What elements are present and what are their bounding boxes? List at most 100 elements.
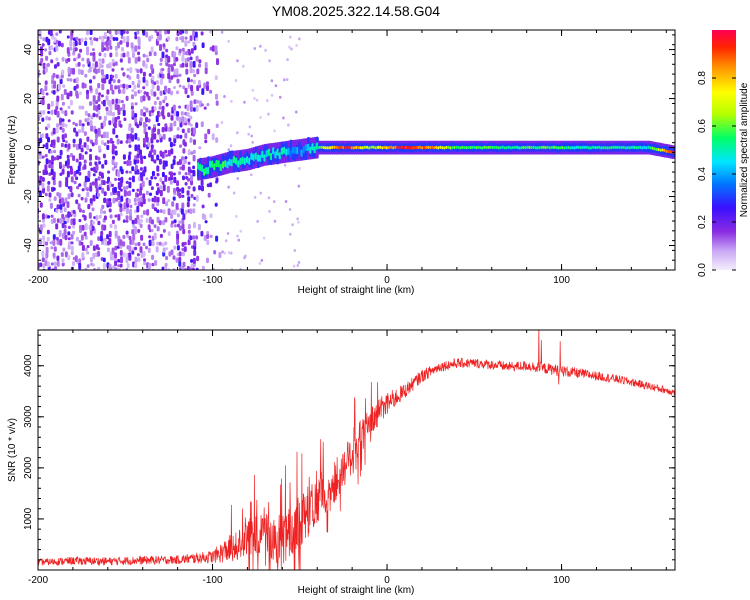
- spectrogram-cell: [128, 177, 132, 181]
- spectrogram-cell: [98, 116, 102, 120]
- spectrogram-cell: [108, 208, 112, 213]
- spectrogram-cell: [137, 176, 141, 182]
- spectrogram-cell: [98, 92, 102, 96]
- spectrogram-cell: [111, 98, 115, 105]
- spectrogram-cell: [172, 62, 176, 67]
- spectrogram-cell: [298, 167, 301, 170]
- spectrogram-cell: [128, 123, 132, 128]
- spectrogram-cell: [190, 174, 193, 182]
- spectrogram-cell: [100, 134, 104, 139]
- spectrogram-cell: [114, 230, 118, 238]
- spectrogram-cell: [142, 86, 146, 90]
- spectrogram-cell: [87, 113, 91, 118]
- spectrogram-cell: [84, 40, 88, 46]
- spectrogram-cell: [45, 170, 48, 175]
- spectrogram-cell: [151, 83, 155, 90]
- spectrogram-cell: [72, 261, 75, 266]
- spectrogram-cell: [130, 127, 134, 134]
- spectrogram-cell: [164, 160, 168, 167]
- spectrogram-cell: [89, 79, 92, 84]
- spectrogram-cell: [259, 115, 262, 119]
- spectrogram-cell: [209, 182, 213, 188]
- spectrogram-cell: [151, 219, 154, 225]
- spectrogram-cell: [169, 180, 173, 185]
- spectrogram-cell: [181, 35, 185, 43]
- spectrogram-cell: [83, 164, 87, 170]
- spectrogram-cell: [192, 79, 196, 85]
- spectrogram-cell: [250, 173, 253, 177]
- spectrogram-cell: [187, 118, 191, 123]
- spectrogram-cell: [119, 212, 123, 217]
- spectrogram-cell: [182, 228, 186, 235]
- snr-ylabel: SNR (10 * v/v): [7, 418, 18, 482]
- spectrogram-cell: [78, 183, 82, 187]
- spectrogram-cell: [41, 213, 45, 220]
- spectrogram-cell: [145, 107, 149, 113]
- spectrogram-cell: [166, 185, 170, 193]
- spectrogram-cell: [215, 235, 219, 242]
- spectrogram-cell: [142, 106, 146, 110]
- spectrogram-cell: [176, 239, 180, 245]
- spectrogram-cell: [90, 167, 94, 171]
- spectrogram-cell: [153, 100, 157, 106]
- spectrogram-cell: [112, 155, 115, 160]
- spectrogram-cell: [193, 249, 197, 256]
- spectrogram-cell: [53, 149, 57, 154]
- spectrogram-cell: [214, 75, 218, 81]
- spectrogram-cell: [144, 131, 148, 139]
- spectrogram-cell: [103, 131, 107, 139]
- spectrogram-cell: [161, 109, 165, 117]
- spectrogram-cell: [61, 134, 65, 140]
- spectrogram-cell: [60, 142, 64, 148]
- spectrogram-cell: [109, 45, 113, 50]
- spectrogram-cell: [94, 161, 98, 166]
- spectrogram-cell: [137, 79, 141, 85]
- spectrogram-cell: [283, 78, 286, 82]
- spectrogram-cell: [74, 123, 78, 127]
- spectrogram-cell: [154, 207, 157, 212]
- spectrogram-cell: [133, 197, 137, 203]
- spectrogram-cell: [220, 30, 224, 34]
- spectrogram-cell: [98, 62, 102, 69]
- spectrogram-cell: [91, 142, 95, 147]
- spectrogram-cell: [134, 202, 137, 206]
- spectrogram-cell: [110, 191, 113, 196]
- spectrogram-cell: [111, 143, 115, 150]
- spectrogram-cell: [69, 46, 73, 51]
- spectrogram-cell: [190, 84, 194, 92]
- snr-panel: -200 -100 0 100 1000 2000 3000 4000 Height of s…: [7, 329, 676, 596]
- spectrogram-cell: [39, 154, 42, 160]
- x-tick-label: -100: [203, 575, 223, 586]
- spectrogram-cell: [101, 140, 104, 145]
- spectrogram-cell: [192, 69, 195, 74]
- spectrogram-cell: [78, 138, 82, 145]
- spectrogram-cell: [131, 188, 135, 192]
- spectrogram-cell: [48, 163, 52, 169]
- spectrogram-cell: [159, 78, 163, 85]
- spectrogram-cell: [108, 181, 112, 188]
- spectrogram-cell: [77, 203, 81, 210]
- colorbar-tick-label: 0.6: [697, 119, 708, 133]
- spectrogram-cell: [167, 208, 171, 216]
- spectrogram-cell: [296, 264, 299, 267]
- spectrogram-cell: [145, 177, 149, 181]
- spectrogram-cell: [98, 58, 102, 62]
- spectrogram-cell: [109, 109, 113, 117]
- spectrogram-cell: [179, 166, 183, 170]
- spectrogram-cell: [75, 36, 79, 41]
- spectrogram-cell: [192, 262, 196, 268]
- spectrogram-cell: [181, 194, 185, 198]
- spectrogram-cell: [162, 160, 166, 165]
- spectrogram-cell: [58, 192, 62, 199]
- spectrogram-cell: [148, 73, 152, 77]
- spectrogram-cell: [153, 159, 157, 164]
- spectrogram-cell: [173, 245, 177, 250]
- spectrogram-cell: [90, 39, 94, 46]
- spectrogram-cell: [58, 83, 61, 91]
- spectrogram-cell: [162, 43, 166, 48]
- spectrogram-cell: [50, 161, 54, 165]
- spectrogram-cell: [50, 214, 54, 218]
- spectrogram-cell: [201, 88, 205, 96]
- spectrogram-cell: [171, 220, 174, 225]
